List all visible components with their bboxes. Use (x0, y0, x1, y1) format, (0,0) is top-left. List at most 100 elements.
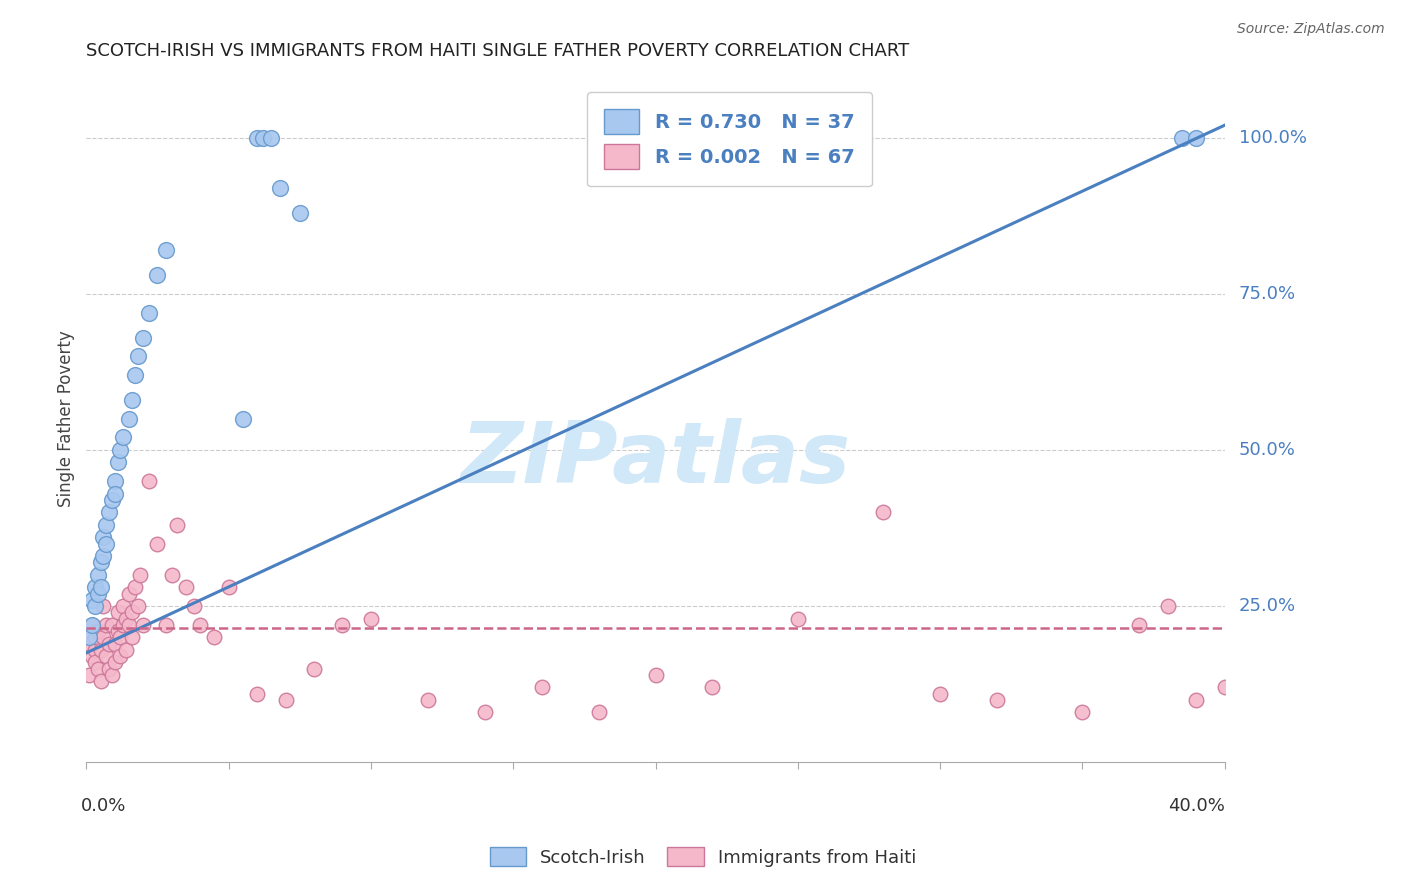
Point (121, 392, 143, 407)
Point (80, 617, 103, 632)
Point (80, 592, 103, 607)
Point (107, 455, 129, 469)
Point (124, 368, 146, 382)
Point (246, 686, 269, 700)
Point (96, 517, 118, 532)
Point (115, 611, 138, 625)
Point (83, 599, 105, 613)
Point (1185, 130, 1208, 145)
Point (474, 705, 496, 719)
Point (98, 661, 121, 675)
Point (101, 492, 124, 507)
Text: 50.0%: 50.0% (1239, 441, 1295, 459)
Point (118, 586, 141, 600)
Point (138, 305, 160, 319)
Point (96, 617, 118, 632)
Text: 25.0%: 25.0% (1239, 597, 1296, 615)
Point (98, 636, 121, 650)
Point (530, 680, 553, 694)
Point (93, 630, 115, 644)
Point (101, 617, 124, 632)
Point (110, 442, 132, 457)
Point (302, 661, 325, 675)
Point (1185, 692, 1208, 706)
Point (232, 411, 254, 425)
Point (588, 705, 610, 719)
Point (118, 617, 141, 632)
Point (104, 655, 127, 669)
Point (644, 667, 666, 681)
Point (115, 642, 138, 657)
Point (104, 474, 127, 488)
Point (107, 605, 129, 619)
Point (98, 505, 121, 519)
Point (93, 599, 115, 613)
Point (155, 243, 177, 257)
Point (127, 349, 149, 363)
Point (155, 617, 177, 632)
Point (89, 555, 111, 569)
Point (127, 599, 149, 613)
Point (1128, 617, 1150, 632)
Point (96, 648, 118, 663)
Point (89, 580, 111, 594)
Point (702, 680, 724, 694)
Point (1071, 705, 1094, 719)
Point (132, 617, 155, 632)
Point (1213, 680, 1236, 694)
Point (146, 268, 169, 282)
Legend: R = 0.730   N = 37, R = 0.002   N = 67: R = 0.730 N = 37, R = 0.002 N = 67 (586, 92, 872, 186)
Point (86, 661, 108, 675)
Point (83, 580, 105, 594)
Point (107, 624, 129, 638)
Point (132, 330, 155, 344)
Point (288, 205, 311, 219)
Point (83, 642, 105, 657)
Point (274, 692, 297, 706)
Point (110, 630, 132, 644)
Point (93, 549, 115, 563)
Point (124, 580, 146, 594)
Text: 75.0%: 75.0% (1239, 285, 1296, 302)
Point (80, 648, 103, 663)
Point (183, 599, 205, 613)
Point (252, 130, 274, 145)
Point (1157, 599, 1180, 613)
Point (83, 655, 105, 669)
Point (986, 692, 1008, 706)
Point (188, 617, 211, 632)
Point (77, 636, 100, 650)
Point (86, 624, 108, 638)
Point (416, 692, 439, 706)
Point (146, 536, 169, 550)
Point (89, 642, 111, 657)
Point (1171, 130, 1194, 145)
Point (260, 130, 283, 145)
Point (110, 648, 132, 663)
Point (104, 486, 127, 500)
Point (872, 505, 894, 519)
Legend: Scotch-Irish, Immigrants from Haiti: Scotch-Irish, Immigrants from Haiti (482, 840, 924, 874)
Point (96, 536, 118, 550)
Y-axis label: Single Father Poverty: Single Father Poverty (58, 330, 75, 507)
Text: 40.0%: 40.0% (1168, 797, 1225, 814)
Point (360, 611, 382, 625)
Point (77, 630, 100, 644)
Point (332, 617, 354, 632)
Text: 100.0%: 100.0% (1239, 128, 1306, 146)
Point (86, 586, 108, 600)
Point (93, 530, 115, 544)
Point (101, 667, 124, 681)
Text: Source: ZipAtlas.com: Source: ZipAtlas.com (1237, 22, 1385, 37)
Point (86, 567, 108, 582)
Point (121, 605, 143, 619)
Text: SCOTCH-IRISH VS IMMIGRANTS FROM HAITI SINGLE FATHER POVERTY CORRELATION CHART: SCOTCH-IRISH VS IMMIGRANTS FROM HAITI SI… (86, 42, 910, 60)
Point (121, 630, 143, 644)
Point (160, 567, 183, 582)
Point (112, 430, 135, 444)
Point (929, 686, 952, 700)
Point (89, 673, 111, 688)
Point (844, 130, 866, 145)
Point (118, 411, 141, 425)
Point (246, 130, 269, 145)
